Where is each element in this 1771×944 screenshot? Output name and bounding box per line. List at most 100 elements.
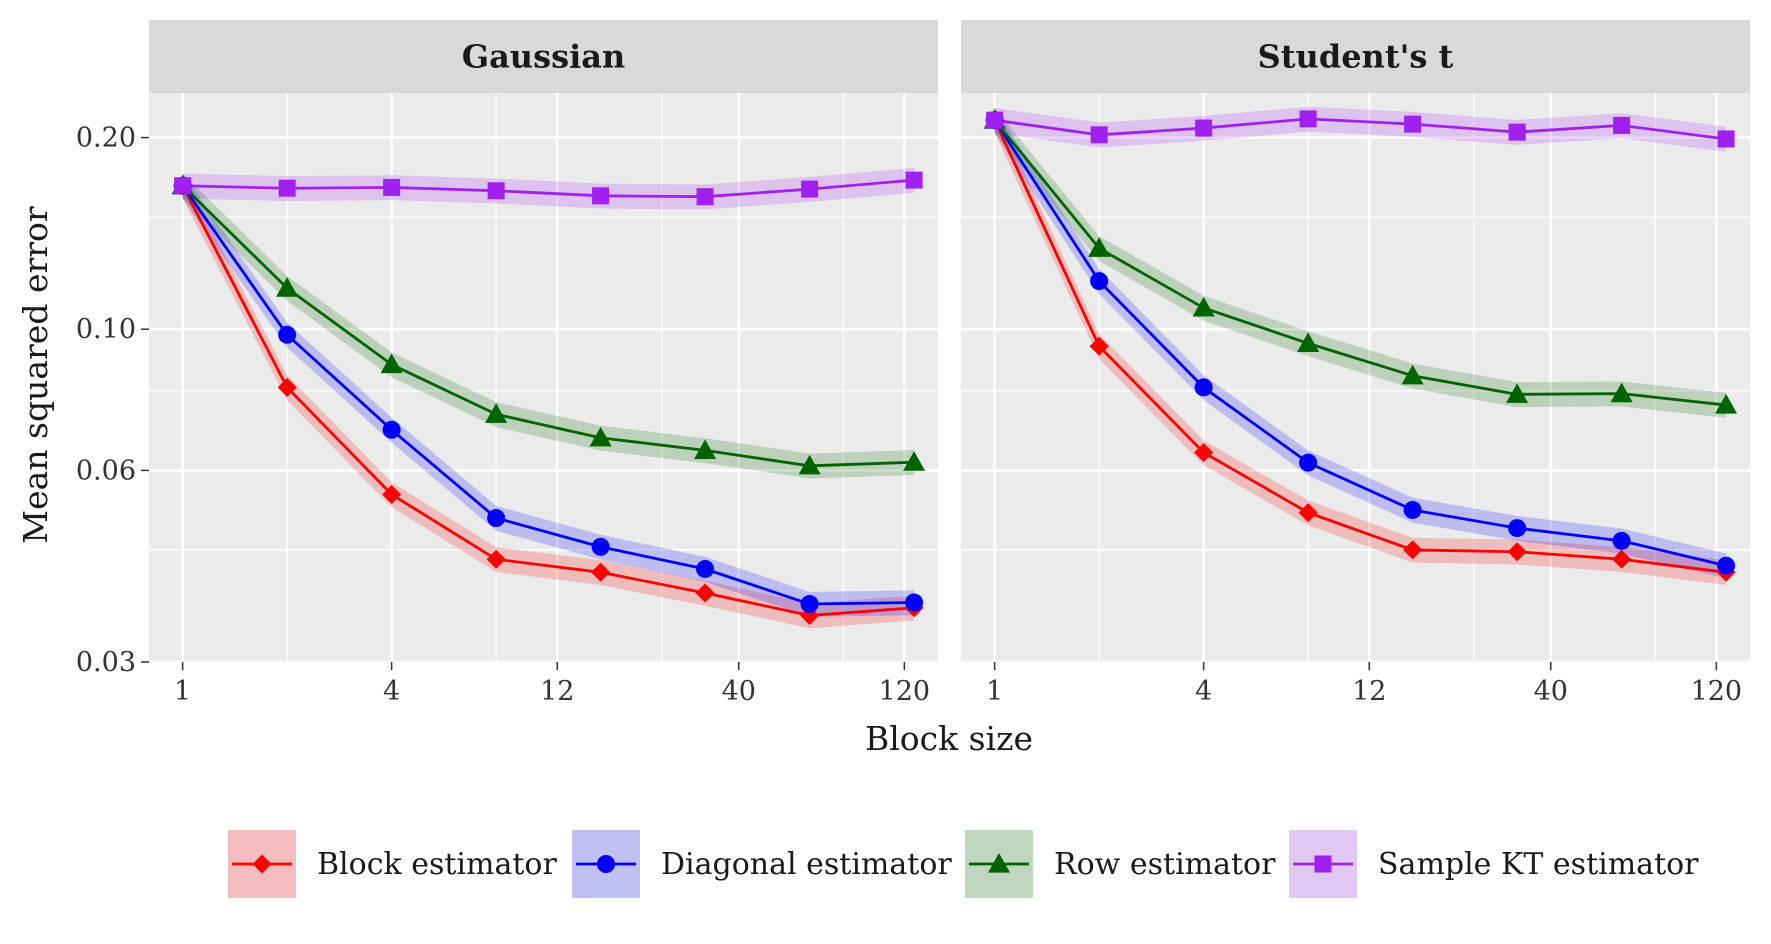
legend-item-block-estimator: Block estimator <box>228 830 557 898</box>
data-point-diagonal-estimator <box>278 325 297 344</box>
data-point-block-estimator <box>382 484 402 504</box>
y-tick-label: 0.20 <box>76 123 136 154</box>
data-point-diagonal-estimator <box>487 509 506 528</box>
y-tick-label: 0.06 <box>76 455 136 486</box>
data-point-sample-kt-estimator <box>174 177 192 195</box>
x-tick-label: 4 <box>1195 676 1212 707</box>
data-point-row-estimator <box>1297 332 1320 352</box>
confidence-band-diagonal-estimator <box>994 108 1727 579</box>
facet-strip-title: Student's t <box>1258 38 1454 76</box>
series-line-row-estimator <box>181 184 915 468</box>
data-point-block-estimator <box>1612 549 1632 569</box>
series-line-sample-kt-estimator <box>182 178 915 199</box>
data-point-row-estimator <box>798 454 821 475</box>
data-point-sample-kt-estimator <box>383 178 401 196</box>
data-point-diagonal-estimator <box>1717 556 1736 575</box>
data-point-diagonal-estimator <box>696 559 715 578</box>
data-point-row-estimator <box>1506 383 1529 403</box>
data-point-sample-kt-estimator <box>278 179 296 197</box>
x-tick-label: 120 <box>879 676 931 707</box>
legend-key-marker <box>597 855 615 873</box>
plot-background <box>961 93 1750 662</box>
series-line-sample-kt-estimator <box>994 117 1727 141</box>
legend-item-diagonal-estimator: Diagonal estimator <box>572 830 952 898</box>
data-point-diagonal-estimator <box>591 537 610 556</box>
legend-item-sample-kt-estimator: Sample KT estimator <box>1289 830 1699 898</box>
data-point-diagonal-estimator <box>800 595 819 614</box>
data-point-sample-kt-estimator <box>592 187 610 205</box>
data-point-block-estimator <box>695 583 715 603</box>
data-point-block-estimator <box>1403 540 1423 560</box>
panels-layer: Gaussian 1 4 12 40 120 0.03 0.06 0.10 0.20 Student… <box>76 20 1750 707</box>
y-tick-label: 0.03 <box>76 647 136 678</box>
data-point-row-estimator <box>1610 382 1633 403</box>
data-point-row-estimator <box>589 426 612 447</box>
data-point-block-estimator <box>1298 503 1318 523</box>
data-point-row-estimator <box>903 451 926 471</box>
series-line-block-estimator <box>181 185 915 617</box>
data-point-block-estimator <box>1194 443 1214 463</box>
facet-strip <box>149 20 938 93</box>
x-tick-label: 120 <box>1691 676 1743 707</box>
series-line-block-estimator <box>993 119 1727 574</box>
data-point-row-estimator <box>1088 237 1111 257</box>
confidence-band-sample-kt-estimator <box>182 167 915 210</box>
data-point-sample-kt-estimator <box>801 180 819 198</box>
series-line-diagonal-estimator <box>993 119 1727 568</box>
legend-item-row-estimator: Row estimator <box>965 830 1276 898</box>
data-point-sample-kt-estimator <box>1299 110 1317 128</box>
legend-key-marker <box>988 853 1010 873</box>
data-point-sample-kt-estimator <box>905 171 923 189</box>
data-point-row-estimator <box>485 403 508 423</box>
data-point-diagonal-estimator <box>1403 500 1422 519</box>
confidence-band-sample-kt-estimator <box>994 106 1727 152</box>
legend-label: Row estimator <box>1054 847 1276 882</box>
data-point-block-estimator <box>486 549 506 569</box>
y-tick-label: 0.10 <box>76 314 136 345</box>
panel-student-s-t: Student's t 1 4 12 40 120 <box>961 20 1750 707</box>
data-point-block-estimator <box>591 562 611 582</box>
legend-label: Sample KT estimator <box>1378 847 1699 882</box>
data-point-sample-kt-estimator <box>487 182 505 200</box>
data-point-diagonal-estimator <box>1090 272 1109 291</box>
data-point-diagonal-estimator <box>1194 378 1213 397</box>
facet-strip-title: Gaussian <box>462 38 626 76</box>
data-point-block-estimator <box>277 377 297 397</box>
confidence-band-diagonal-estimator <box>182 173 915 617</box>
x-tick-label: 40 <box>1534 676 1568 707</box>
x-tick-label: 12 <box>540 676 574 707</box>
series-line-row-estimator <box>993 119 1727 407</box>
x-tick-label: 4 <box>383 676 400 707</box>
x-tick-label: 12 <box>1352 676 1386 707</box>
data-point-sample-kt-estimator <box>1717 130 1735 148</box>
y-axis-title: Mean squared error <box>16 206 55 544</box>
legend: Block estimator Diagonal estimator Row est… <box>228 830 1699 898</box>
data-point-row-estimator <box>1192 296 1215 317</box>
data-point-sample-kt-estimator <box>696 188 714 206</box>
data-point-row-estimator <box>276 277 299 297</box>
x-tick-label: 1 <box>986 676 1003 707</box>
data-point-sample-kt-estimator <box>1090 126 1108 144</box>
data-point-row-estimator <box>1401 364 1424 385</box>
data-point-sample-kt-estimator <box>1508 123 1526 141</box>
x-tick-label: 1 <box>174 676 191 707</box>
panel-gaussian: Gaussian 1 4 12 40 120 0.03 0.06 0.10 0.20 <box>76 20 938 707</box>
data-point-diagonal-estimator <box>905 593 924 612</box>
data-point-row-estimator <box>380 353 403 374</box>
legend-label: Diagonal estimator <box>661 847 952 882</box>
data-point-diagonal-estimator <box>382 420 401 439</box>
data-point-row-estimator <box>1715 394 1738 414</box>
x-tick-label: 40 <box>722 676 756 707</box>
data-point-sample-kt-estimator <box>1404 115 1422 133</box>
data-point-block-estimator <box>1507 542 1527 562</box>
legend-key-marker <box>252 854 272 874</box>
facet-strip <box>961 20 1750 93</box>
data-point-diagonal-estimator <box>1612 531 1631 550</box>
series-line-diagonal-estimator <box>181 184 915 606</box>
data-point-diagonal-estimator <box>1299 453 1318 472</box>
data-point-sample-kt-estimator <box>1195 119 1213 137</box>
confidence-band-row-estimator <box>182 173 915 479</box>
x-axis-title: Block size <box>865 719 1033 758</box>
data-point-diagonal-estimator <box>1508 519 1527 538</box>
